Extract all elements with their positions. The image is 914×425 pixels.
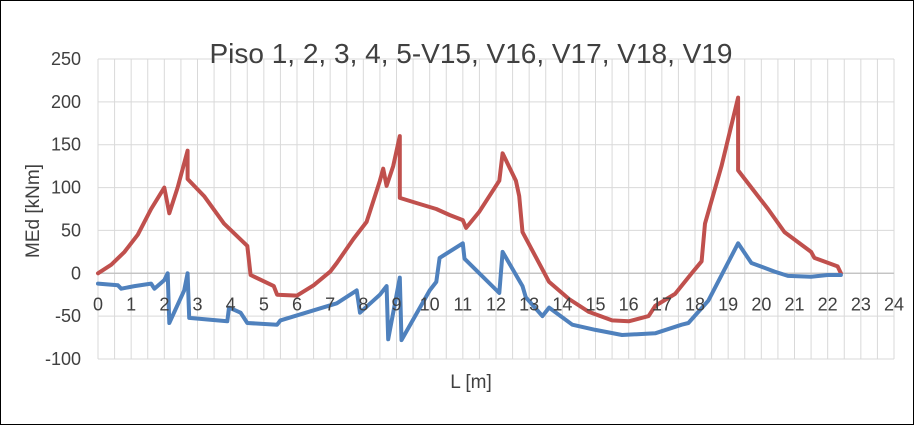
series-line-1 bbox=[96, 95, 843, 324]
x-tick-label: 15 bbox=[585, 294, 605, 314]
x-tick-label: 4 bbox=[226, 294, 236, 314]
x-tick-label: 1 bbox=[126, 294, 136, 314]
x-tick-label: 8 bbox=[358, 294, 368, 314]
series-layer bbox=[96, 95, 843, 343]
y-tick-label: 0 bbox=[71, 263, 81, 283]
chart-title: Piso 1, 2, 3, 4, 5-V15, V16, V17, V18, V… bbox=[209, 38, 732, 69]
x-tick-label: 17 bbox=[652, 294, 672, 314]
y-tick-label: 50 bbox=[61, 220, 81, 240]
x-tick-label: 19 bbox=[718, 294, 738, 314]
x-tick-label: 7 bbox=[325, 294, 335, 314]
x-tick-label: 14 bbox=[552, 294, 572, 314]
x-tick-label: 0 bbox=[93, 294, 103, 314]
x-tick-label: 3 bbox=[192, 294, 202, 314]
x-tick-label: 13 bbox=[519, 294, 539, 314]
x-tick-label: 20 bbox=[751, 294, 771, 314]
y-tick-label: 150 bbox=[51, 135, 81, 155]
x-tick-label: 6 bbox=[292, 294, 302, 314]
y-tick-label: -50 bbox=[55, 306, 81, 326]
x-tick-label: 11 bbox=[453, 294, 472, 314]
y-tick-label: 250 bbox=[51, 49, 81, 69]
x-tick-label: 5 bbox=[259, 294, 269, 314]
x-axis-title: L [m] bbox=[450, 372, 492, 393]
x-tick-label: 9 bbox=[391, 294, 401, 314]
x-tick-label: 21 bbox=[784, 294, 804, 314]
x-tick-label: 22 bbox=[818, 294, 838, 314]
x-tick-label: 16 bbox=[619, 294, 639, 314]
y-axis-title: MEd [kNm] bbox=[23, 164, 44, 258]
x-tick-label: 10 bbox=[420, 294, 440, 314]
x-tick-label: 12 bbox=[486, 294, 506, 314]
y-tick-label: 200 bbox=[51, 92, 81, 112]
x-tick-label: 23 bbox=[851, 294, 871, 314]
y-tick-label: -100 bbox=[45, 349, 81, 369]
x-tick-label: 2 bbox=[159, 294, 169, 314]
series-line-2 bbox=[96, 241, 843, 343]
y-tick-label: 100 bbox=[51, 178, 81, 198]
x-tick-label: 18 bbox=[685, 294, 705, 314]
x-tick-label: 24 bbox=[884, 294, 904, 314]
